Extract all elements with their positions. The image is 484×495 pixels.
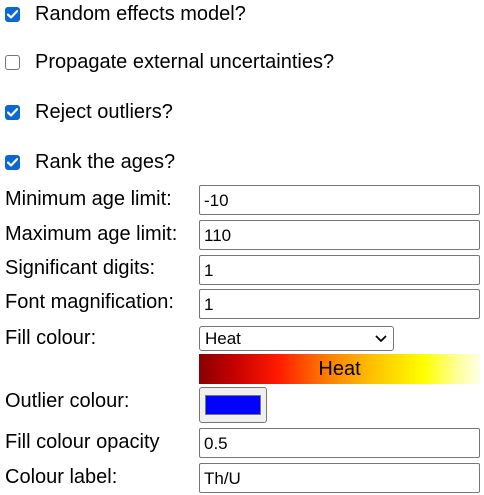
random-effects-option[interactable]: Random effects model?	[5, 2, 246, 26]
font-mag-input[interactable]	[199, 289, 480, 319]
font-mag-label: Font magnification:	[5, 291, 174, 313]
min-age-label: Minimum age limit:	[5, 188, 172, 210]
heat-colour-ramp: Heat	[199, 354, 480, 384]
outlier-colour-swatch	[205, 395, 261, 415]
opacity-input[interactable]	[199, 428, 480, 458]
rank-ages-option[interactable]: Rank the ages?	[5, 150, 175, 174]
reject-outliers-checkbox[interactable]	[5, 104, 20, 120]
sig-digits-label: Significant digits:	[5, 257, 156, 279]
min-age-input[interactable]	[199, 185, 480, 215]
propagate-uncertainties-checkbox[interactable]	[5, 54, 20, 70]
colour-label-input[interactable]	[199, 463, 480, 493]
checkmark-icon	[7, 107, 18, 117]
checkmark-icon	[7, 9, 18, 19]
max-age-input[interactable]	[199, 220, 480, 250]
opacity-label: Fill colour opacity	[5, 431, 160, 453]
checkmark-icon	[7, 157, 18, 167]
max-age-label: Maximum age limit:	[5, 223, 178, 245]
sig-digits-input[interactable]	[199, 255, 480, 285]
rank-ages-checkbox[interactable]	[5, 154, 20, 170]
outlier-colour-label: Outlier colour:	[5, 390, 130, 412]
propagate-uncertainties-option[interactable]: Propagate external uncertainties?	[5, 50, 334, 74]
chevron-down-icon	[375, 335, 387, 342]
reject-outliers-label: Reject outliers?	[35, 101, 173, 123]
reject-outliers-option[interactable]: Reject outliers?	[5, 100, 173, 124]
heat-colour-ramp-label: Heat	[318, 357, 361, 380]
propagate-uncertainties-label: Propagate external uncertainties?	[35, 51, 335, 73]
rank-ages-label: Rank the ages?	[35, 151, 176, 173]
colour-label-label: Colour label:	[5, 466, 118, 488]
fill-colour-label: Fill colour:	[5, 327, 97, 349]
fill-colour-selected-value: Heat	[205, 328, 241, 348]
outlier-colour-picker[interactable]	[199, 387, 267, 423]
fill-colour-select[interactable]: Heat	[199, 326, 394, 351]
random-effects-checkbox[interactable]	[5, 6, 20, 22]
random-effects-label: Random effects model?	[35, 3, 246, 25]
